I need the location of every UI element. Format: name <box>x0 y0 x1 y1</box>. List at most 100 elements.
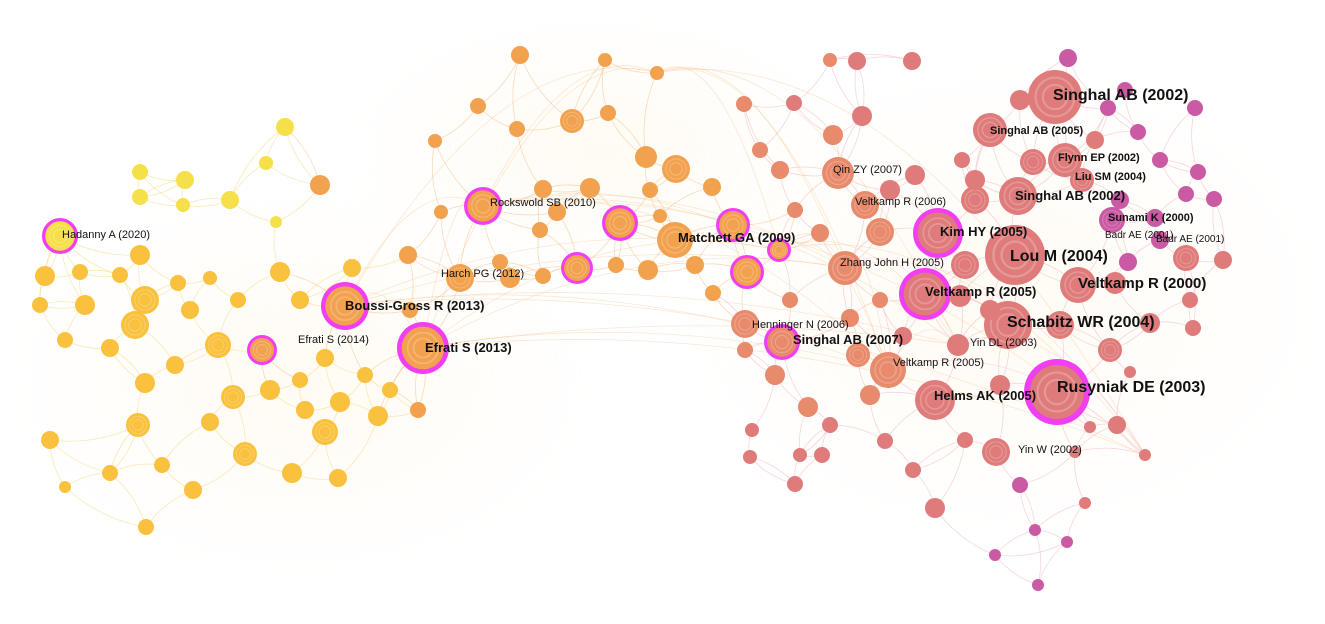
reference-node[interactable] <box>201 413 219 431</box>
reference-node[interactable] <box>653 209 667 223</box>
reference-node[interactable] <box>736 96 752 112</box>
reference-node[interactable] <box>1061 536 1073 548</box>
reference-node[interactable] <box>1104 272 1126 294</box>
reference-node[interactable] <box>154 457 170 473</box>
reference-node[interactable] <box>1046 311 1074 339</box>
reference-node[interactable] <box>686 256 704 274</box>
reference-node[interactable] <box>787 202 803 218</box>
reference-node[interactable] <box>731 310 759 338</box>
reference-node[interactable] <box>130 245 150 265</box>
reference-node[interactable] <box>600 105 616 121</box>
reference-node[interactable] <box>872 292 888 308</box>
reference-node[interactable] <box>132 189 148 205</box>
reference-node[interactable] <box>580 178 600 198</box>
reference-node[interactable] <box>32 297 48 313</box>
reference-node[interactable] <box>221 385 245 409</box>
reference-node[interactable] <box>848 52 866 70</box>
reference-node[interactable] <box>947 334 969 356</box>
label-singhal-2007[interactable]: Singhal AB (2007) <box>793 332 903 347</box>
reference-node[interactable] <box>985 225 1045 285</box>
reference-node[interactable] <box>316 349 334 367</box>
reference-node[interactable] <box>973 113 1007 147</box>
reference-node[interactable] <box>368 406 388 426</box>
reference-node[interactable] <box>1059 49 1077 67</box>
reference-node[interactable] <box>608 257 624 273</box>
reference-node[interactable] <box>1020 149 1046 175</box>
reference-node[interactable] <box>841 309 859 327</box>
reference-node[interactable] <box>1182 292 1198 308</box>
reference-node[interactable] <box>35 266 55 286</box>
reference-node[interactable] <box>662 155 690 183</box>
reference-node[interactable] <box>798 397 818 417</box>
citation-burst-node[interactable] <box>767 238 791 262</box>
label-sunami-2000[interactable]: Sunami K (2000) <box>1108 212 1194 224</box>
reference-node[interactable] <box>1028 70 1082 124</box>
reference-node[interactable] <box>1079 497 1091 509</box>
reference-node[interactable] <box>500 268 520 288</box>
citation-burst-node[interactable] <box>464 187 502 225</box>
reference-node[interactable] <box>59 481 71 493</box>
reference-node[interactable] <box>965 170 985 190</box>
reference-node[interactable] <box>1190 164 1206 180</box>
label-hadanny-2020[interactable]: Hadanny A (2020) <box>62 229 150 241</box>
reference-node[interactable] <box>260 380 280 400</box>
reference-node[interactable] <box>203 271 217 285</box>
reference-node[interactable] <box>1060 267 1096 303</box>
label-liu-2004[interactable]: Liu SM (2004) <box>1075 171 1146 183</box>
reference-node[interactable] <box>534 180 552 198</box>
reference-node[interactable] <box>560 109 584 133</box>
reference-node[interactable] <box>1178 186 1194 202</box>
label-kim-2005[interactable]: Kim HY (2005) <box>940 224 1027 239</box>
reference-node[interactable] <box>101 339 119 357</box>
reference-node[interactable] <box>343 259 361 277</box>
reference-node[interactable] <box>509 121 525 137</box>
reference-node[interactable] <box>877 433 893 449</box>
label-matchett-2009[interactable]: Matchett GA (2009) <box>678 230 795 245</box>
reference-node[interactable] <box>131 286 159 314</box>
reference-node[interactable] <box>1185 320 1201 336</box>
reference-node[interactable] <box>428 134 442 148</box>
reference-node[interactable] <box>230 292 246 308</box>
reference-node[interactable] <box>905 165 925 185</box>
reference-node[interactable] <box>276 118 294 136</box>
label-qin-2007[interactable]: Qin ZY (2007) <box>833 164 902 176</box>
reference-node[interactable] <box>982 438 1010 466</box>
reference-node[interactable] <box>170 275 186 291</box>
reference-node[interactable] <box>535 268 551 284</box>
reference-node[interactable] <box>310 175 330 195</box>
reference-node[interactable] <box>1032 579 1044 591</box>
reference-node[interactable] <box>1117 82 1133 98</box>
reference-node[interactable] <box>296 401 314 419</box>
reference-node[interactable] <box>635 146 657 168</box>
reference-node[interactable] <box>1214 251 1232 269</box>
reference-node[interactable] <box>846 343 870 367</box>
label-rusyniak-2003[interactable]: Rusyniak DE (2003) <box>1057 379 1206 396</box>
reference-node[interactable] <box>743 450 757 464</box>
label-lou-2004[interactable]: Lou M (2004) <box>1010 248 1108 265</box>
label-veltkamp-2000[interactable]: Veltkamp R (2000) <box>1078 275 1206 292</box>
label-schabitz-2004[interactable]: Schabitz WR (2004) <box>1007 314 1155 331</box>
reference-node[interactable] <box>954 152 970 168</box>
label-veltkamp-2005a[interactable]: Veltkamp R (2005) <box>925 284 1036 299</box>
reference-node[interactable] <box>184 481 202 499</box>
reference-node[interactable] <box>233 442 257 466</box>
reference-node[interactable] <box>1086 131 1104 149</box>
label-veltkamp-2006[interactable]: Veltkamp R (2006) <box>855 196 946 208</box>
reference-node[interactable] <box>866 218 894 246</box>
reference-node[interactable] <box>1099 207 1125 233</box>
reference-node[interactable] <box>852 106 872 126</box>
reference-node[interactable] <box>705 285 721 301</box>
reference-node[interactable] <box>138 519 154 535</box>
label-harch-2012[interactable]: Harch PG (2012) <box>441 268 524 280</box>
reference-node[interactable] <box>638 260 658 280</box>
reference-node[interactable] <box>292 372 308 388</box>
reference-node[interactable] <box>1152 152 1168 168</box>
reference-node[interactable] <box>1187 100 1203 116</box>
citation-burst-node[interactable] <box>247 335 277 365</box>
reference-node[interactable] <box>330 392 350 412</box>
reference-node[interactable] <box>1146 209 1164 227</box>
reference-node[interactable] <box>771 161 789 179</box>
label-singhal-2005[interactable]: Singhal AB (2005) <box>990 125 1083 137</box>
reference-node[interactable] <box>1151 231 1169 249</box>
label-badr-2001b[interactable]: Badr AE (2001) <box>1156 234 1224 245</box>
